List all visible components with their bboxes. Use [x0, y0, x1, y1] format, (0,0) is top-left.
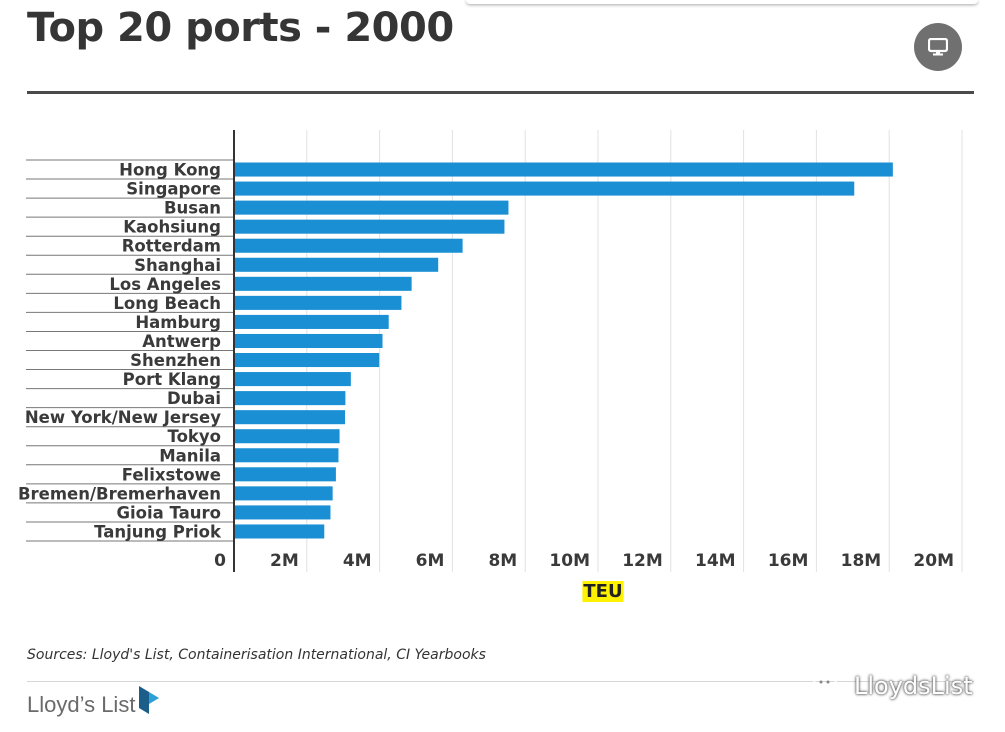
chart-title: Top 20 ports - 2000 [27, 5, 454, 51]
bar [234, 391, 346, 406]
bar [234, 295, 402, 310]
bars [234, 162, 893, 539]
category-label: Long Beach [113, 294, 221, 313]
category-label: Rotterdam [122, 237, 221, 256]
bar [234, 486, 333, 501]
bar [234, 257, 439, 272]
category-label: Kaohsiung [123, 218, 221, 237]
category-label: Bremen/Bremerhaven [18, 484, 221, 503]
presentation-button[interactable] [914, 23, 962, 71]
bar [234, 333, 383, 348]
x-axis-label: TEU [583, 581, 622, 602]
category-label: Shenzhen [130, 351, 221, 370]
tick-label: 16M [768, 551, 809, 571]
bar [234, 353, 380, 368]
category-label: Hamburg [135, 313, 221, 332]
tick-label: 12M [622, 551, 663, 571]
bar [234, 219, 505, 234]
bar-chart: Hong KongSingaporeBusanKaohsiungRotterda… [18, 130, 963, 602]
bar [234, 505, 331, 520]
category-label: Port Klang [123, 370, 221, 389]
bar [234, 429, 340, 444]
gridlines [306, 130, 963, 572]
category-label: Manila [159, 446, 221, 465]
row-separators [26, 159, 234, 542]
tick-label: 4M [343, 551, 372, 571]
category-label: Singapore [126, 180, 221, 199]
logo-text: Lloyd’s List [27, 692, 136, 717]
bar [234, 162, 893, 177]
lloyds-list-logo-icon [139, 686, 159, 714]
tick-label: 6M [416, 551, 445, 571]
title-divider [27, 91, 974, 94]
tick-label: 2M [270, 551, 299, 571]
category-label: Shanghai [134, 256, 221, 275]
category-label: New York/New Jersey [25, 408, 221, 427]
category-label: Dubai [167, 389, 221, 408]
category-label: Felixstowe [122, 465, 221, 484]
x-axis-label-highlight [582, 581, 624, 602]
category-label: Busan [164, 199, 221, 218]
watermark-text: LloydsList [854, 672, 973, 700]
bar [234, 200, 509, 215]
bar [234, 276, 412, 291]
category-label: Hong Kong [119, 161, 221, 180]
category-labels: Hong KongSingaporeBusanKaohsiungRotterda… [18, 161, 222, 542]
source-note: Sources: Lloyd's List, Containerisation … [27, 647, 486, 663]
tick-label: 20M [913, 551, 954, 571]
category-label: Antwerp [142, 332, 221, 351]
category-label: Los Angeles [109, 275, 221, 294]
category-label: Tokyo [168, 427, 221, 446]
tick-label: 18M [841, 551, 882, 571]
presentation-icon [928, 38, 948, 56]
bar [234, 448, 339, 463]
bar [234, 410, 346, 425]
bar [234, 314, 389, 329]
tick-label: 8M [488, 551, 517, 571]
bar [234, 524, 325, 539]
top-panel-edge [466, 0, 978, 4]
category-label: Gioia Tauro [116, 503, 221, 522]
tick-label: 0 [214, 551, 226, 571]
tick-labels: 0 2M 4M 6M 8M 10M 12M 14M 16M 18M 20M [214, 551, 954, 571]
tick-label: 10M [549, 551, 590, 571]
bar [234, 467, 336, 482]
wechat-icon [813, 674, 846, 700]
bar [234, 181, 855, 196]
bar [234, 238, 463, 253]
tick-label: 14M [695, 551, 736, 571]
bar [234, 372, 351, 387]
category-label: Tanjung Priok [94, 522, 222, 541]
footer-divider [27, 681, 974, 682]
